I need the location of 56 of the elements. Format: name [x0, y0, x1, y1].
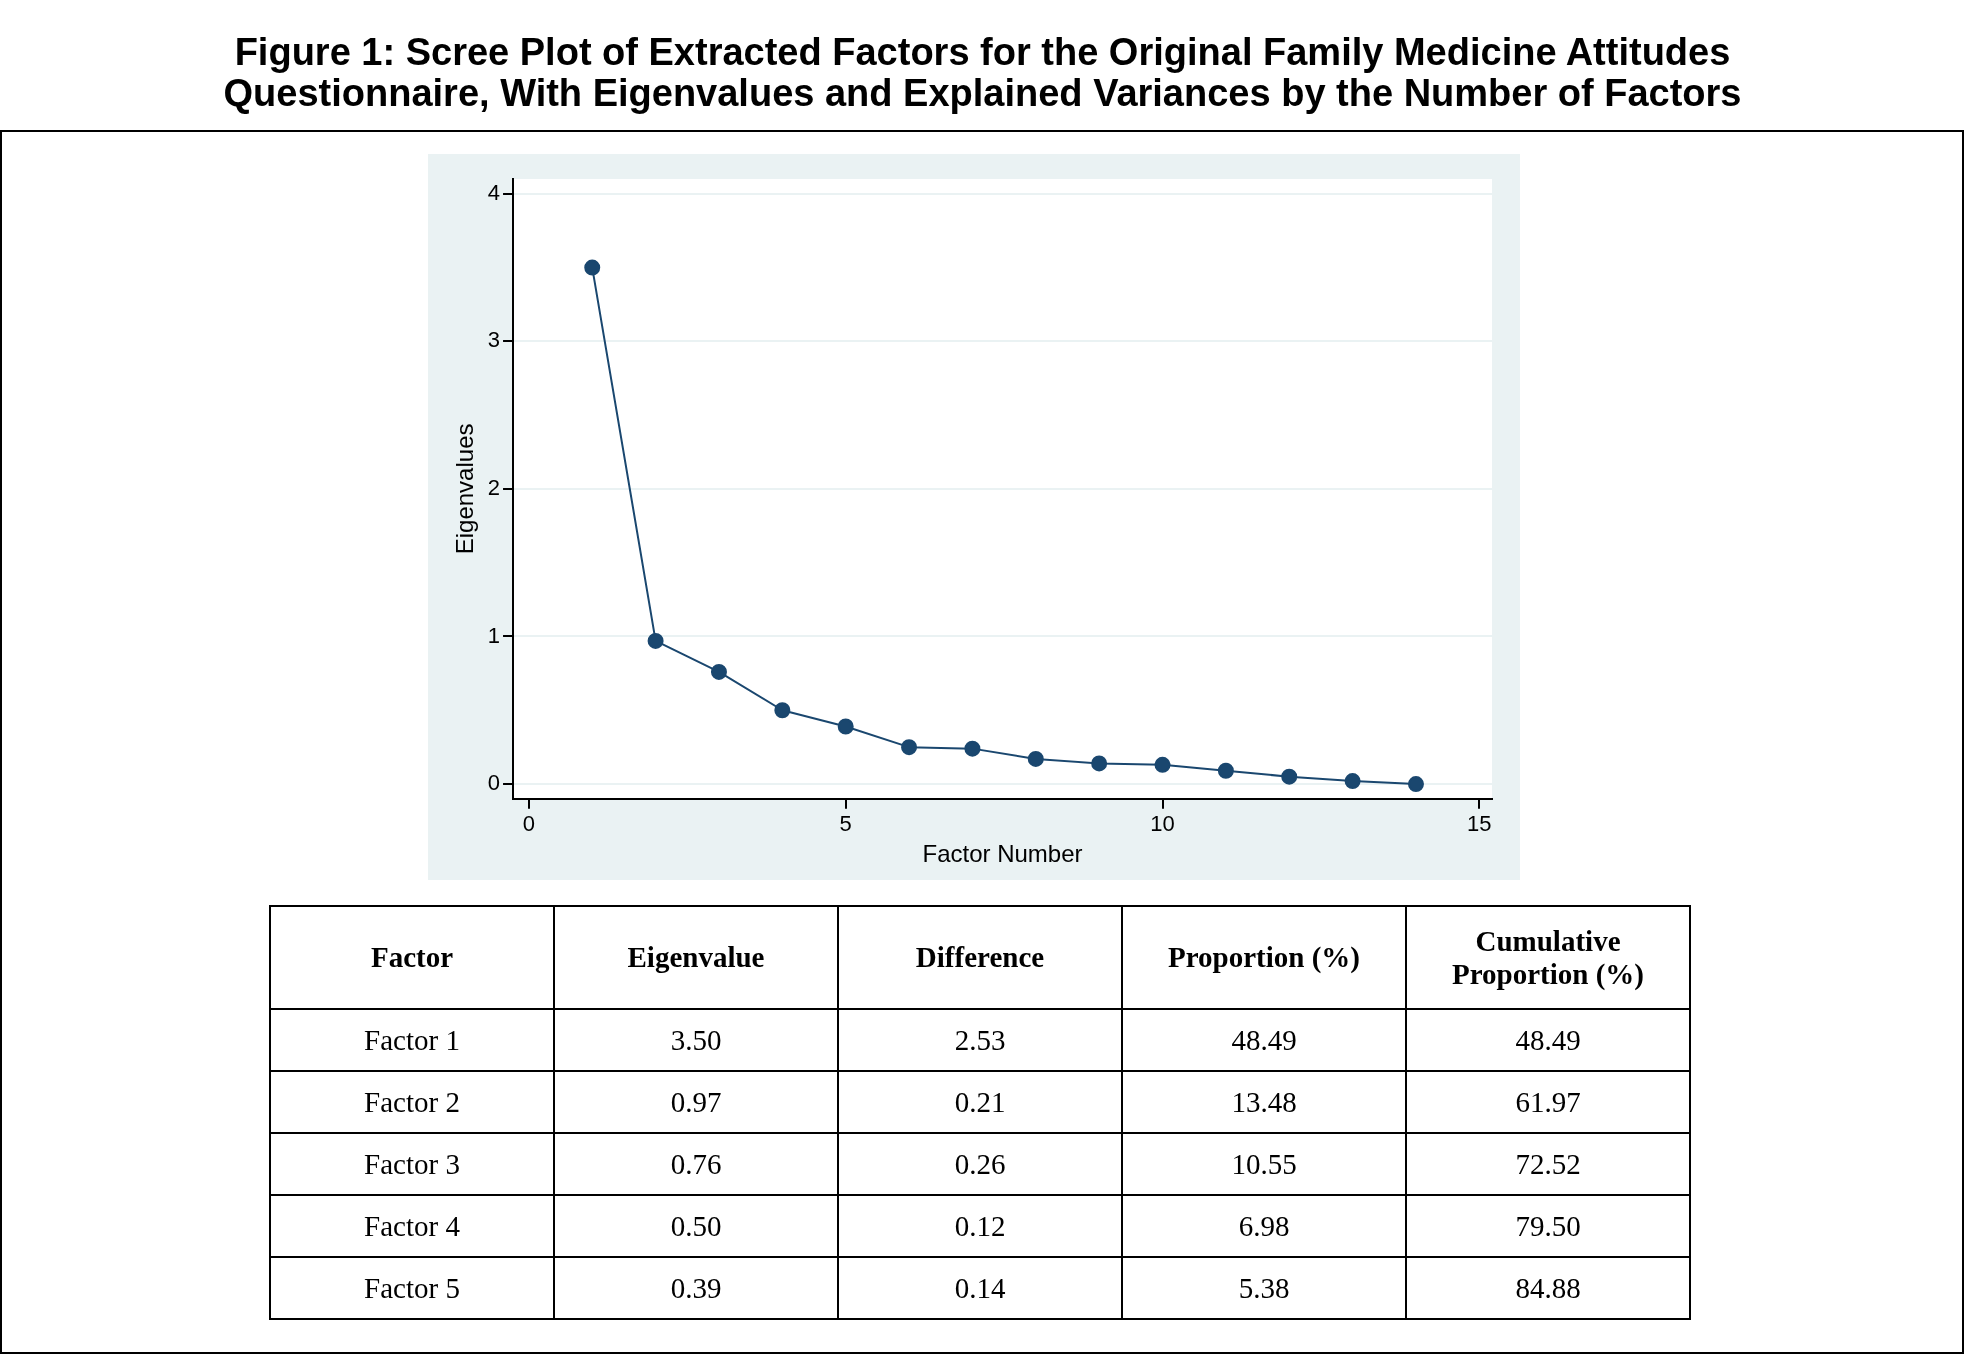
- data-label: 0.50: [554, 1195, 838, 1257]
- point: [964, 740, 981, 757]
- point: [1091, 755, 1108, 772]
- point: [1027, 750, 1044, 767]
- y-tick-label: Factor 1: [270, 1009, 554, 1071]
- data-label: 3.50: [554, 1009, 838, 1071]
- data-label: 84.88: [1406, 1257, 1690, 1319]
- data-label: 13.48: [1122, 1071, 1406, 1133]
- y-tick-label: 4: [487, 179, 501, 205]
- data-label: 0.12: [838, 1195, 1122, 1257]
- data-label: 48.49: [1122, 1009, 1406, 1071]
- data-label: 61.97: [1406, 1071, 1690, 1133]
- data-label: 0.97: [554, 1071, 838, 1133]
- y-tick-label: Factor 4: [270, 1195, 554, 1257]
- y-tick-label: 1: [487, 622, 501, 648]
- point: [901, 739, 918, 756]
- y-tick-label: 3: [487, 327, 501, 353]
- x-tick-label: 5: [839, 811, 852, 837]
- x-tick-label: 15: [1467, 811, 1492, 837]
- data-label: 72.52: [1406, 1133, 1690, 1195]
- point: [647, 632, 664, 649]
- point: [837, 718, 854, 735]
- data-label: 79.50: [1406, 1195, 1690, 1257]
- point: [710, 663, 727, 680]
- x-tick-label: 10: [1150, 811, 1175, 837]
- data-label: 0.76: [554, 1133, 838, 1195]
- point: [1217, 762, 1234, 779]
- point: [1407, 776, 1424, 793]
- point: [1154, 756, 1171, 773]
- y-axis-title: Factor: [270, 906, 554, 1009]
- x-tick-label: Difference: [838, 906, 1122, 1009]
- y-tick-label: Factor 3: [270, 1133, 554, 1195]
- x-tick-label: Proportion (%): [1122, 906, 1406, 1009]
- data-label: 0.14: [838, 1257, 1122, 1319]
- data-label: 0.26: [838, 1133, 1122, 1195]
- data-label: 5.38: [1122, 1257, 1406, 1319]
- data-label: 0.39: [554, 1257, 838, 1319]
- y-tick-label: Factor 5: [270, 1257, 554, 1319]
- data-label: 0.21: [838, 1071, 1122, 1133]
- data-label: 2.53: [838, 1009, 1122, 1071]
- y-tick-label: 2: [487, 474, 501, 500]
- data-label: 6.98: [1122, 1195, 1406, 1257]
- x-tick-label: 0: [522, 811, 535, 837]
- point: [1281, 768, 1298, 785]
- y-tick-label: Factor 2: [270, 1071, 554, 1133]
- x-axis-title: Factor Number: [922, 840, 1083, 868]
- y-tick-label: 0: [487, 770, 501, 796]
- point: [584, 259, 601, 276]
- x-tick-label: Eigenvalue: [554, 906, 838, 1009]
- point: [1344, 773, 1361, 790]
- chart-title: Figure 1: Scree Plot of Extracted Factors for the Original Family Medicine Attitudes Questionnaire, With Eigenvalues and Explained Variances by the Number of Factors: [222, 30, 1743, 116]
- data-label: 48.49: [1406, 1009, 1690, 1071]
- x-tick-label: Cumulative Proportion (%): [1406, 906, 1690, 1009]
- data-label: 10.55: [1122, 1133, 1406, 1195]
- point: [774, 702, 791, 719]
- y-axis-title: Eigenvalues: [451, 423, 479, 555]
